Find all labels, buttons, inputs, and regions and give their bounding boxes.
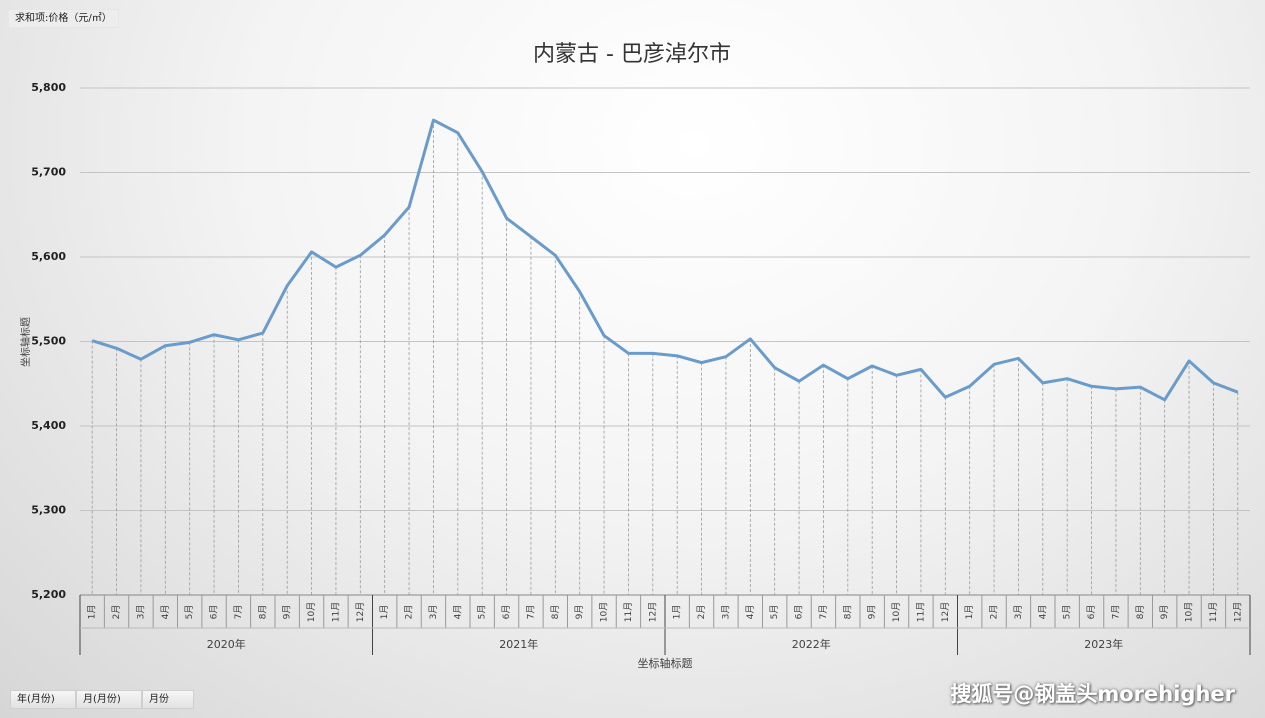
x-tick-label: 5月 [1062,605,1073,620]
x-tick-label: 11月 [330,602,341,622]
x-tick-label: 9月 [867,605,878,620]
x-tick-label: 8月 [1135,605,1146,620]
row-field-button[interactable]: 年(月份) [10,690,76,709]
x-tick-label: 12月 [940,602,951,622]
group-label: 2023年 [1084,637,1123,651]
x-tick-label: 5月 [477,605,488,620]
row-field-button[interactable]: 月(月份) [76,690,142,709]
x-tick-label: 3月 [135,605,146,620]
x-tick-label: 8月 [550,605,561,620]
x-tick-label: 6月 [209,605,220,620]
x-tick-label: 6月 [501,605,512,620]
x-tick-label: 6月 [1086,605,1097,620]
y-tick-label: 5,800 [31,81,66,94]
chart-title: 内蒙古 - 巴彦淖尔市 [533,42,731,67]
group-label: 2022年 [792,637,831,651]
x-tick-label: 3月 [720,605,731,620]
line-series [91,118,1239,402]
group-label: 2020年 [207,637,246,651]
x-tick-label: 10月 [891,602,902,622]
x-tick-label: 7月 [1110,605,1121,620]
row-field-button[interactable]: 月份 [142,690,194,709]
x-tick-label: 7月 [818,605,829,620]
x-tick-label: 12月 [647,602,658,622]
x-tick-label: 8月 [842,605,853,620]
x-tick-label: 12月 [355,602,366,622]
x-tick-label: 8月 [257,605,268,620]
x-tick-label: 4月 [745,605,756,620]
x-axis-title: 坐标轴标题 [638,656,693,670]
y-tick-label: 5,400 [31,419,66,432]
x-tick-label: 2月 [696,605,707,620]
y-tick-label: 5,500 [31,335,66,348]
x-tick-label: 11月 [623,602,634,622]
y-tick-label: 5,700 [31,166,66,179]
x-tick-label: 2月 [989,605,1000,620]
group-label: 2021年 [499,637,538,651]
y-axis-title: 坐标轴标题 [19,317,32,367]
x-tick-label: 11月 [1208,602,1219,622]
x-tick-label: 11月 [915,602,926,622]
x-tick-label: 10月 [306,602,317,622]
x-tick-label: 10月 [1184,602,1195,622]
y-tick-label: 5,200 [31,588,66,601]
x-tick-label: 9月 [574,605,585,620]
x-tick-label: 1月 [87,605,98,620]
y-tick-label: 5,300 [31,504,66,517]
x-tick-label: 3月 [1013,605,1024,620]
watermark: 搜狐号@钢盖头morehigher [950,682,1235,706]
x-tick-label: 1月 [964,605,975,620]
x-tick-label: 4月 [1037,605,1048,620]
x-tick-label: 5月 [769,605,780,620]
x-tick-label: 9月 [282,605,293,620]
x-tick-label: 1月 [672,605,683,620]
x-tick-label: 4月 [160,605,171,620]
x-tick-label: 7月 [233,605,244,620]
x-tick-label: 6月 [794,605,805,620]
x-tick-label: 7月 [525,605,536,620]
x-tick-label: 1月 [379,605,390,620]
x-tick-label: 9月 [1159,605,1170,620]
x-tick-label: 2月 [404,605,415,620]
x-tick-label: 5月 [184,605,195,620]
x-tick-label: 3月 [428,605,439,620]
x-tick-label: 2月 [111,605,122,620]
x-tick-label: 10月 [599,602,610,622]
x-tick-label: 4月 [452,605,463,620]
y-tick-label: 5,600 [31,250,66,263]
value-field-button[interactable]: 求和项:价格（元/㎡） [8,9,119,28]
x-tick-label: 12月 [1232,602,1243,622]
